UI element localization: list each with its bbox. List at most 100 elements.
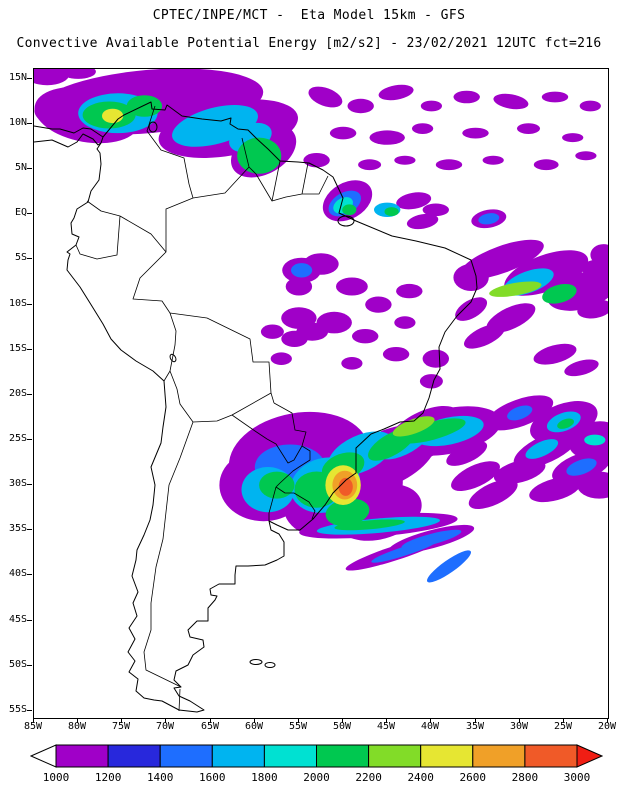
cape-region (126, 95, 163, 117)
cape-region (384, 207, 399, 217)
lat-tick-mark (27, 620, 32, 621)
cape-region (564, 359, 599, 377)
cape-region (34, 69, 70, 86)
cape-region (303, 253, 339, 275)
lat-tick-mark (27, 78, 32, 79)
cape-region (285, 277, 313, 296)
south-america-map (34, 69, 608, 713)
cape-region (455, 297, 488, 321)
lat-tick-label: 15S (8, 343, 27, 354)
colorbar-value-label: 1800 (251, 771, 278, 784)
lon-tick-label: 60W (244, 721, 264, 732)
lat-tick-mark (27, 213, 32, 214)
map-frame (33, 68, 609, 719)
cape-region (358, 159, 382, 171)
lon-tick-mark (77, 719, 78, 723)
lat-tick-mark (27, 123, 32, 124)
lon-tick-label: 25W (553, 721, 573, 732)
lon-tick-mark (342, 719, 343, 723)
colorbar-value-label: 2800 (511, 771, 539, 784)
lon-tick-label: 80W (67, 721, 87, 732)
cape-region (489, 281, 542, 297)
lat-tick-mark (27, 439, 32, 440)
lat-tick-mark (27, 574, 32, 575)
cape-region (378, 84, 414, 101)
cape-region (347, 98, 374, 114)
lat-tick-label: 30S (8, 478, 27, 489)
cape-region (392, 416, 435, 437)
cape-region (446, 441, 488, 466)
lat-tick-label: 10S (8, 298, 27, 309)
colorbar-segment (420, 744, 474, 768)
cape-region (533, 343, 577, 365)
cape-region (102, 108, 124, 124)
colorbar-segment (159, 744, 213, 768)
lat-tick-mark (27, 349, 32, 350)
cape-region (270, 352, 292, 366)
cape-region (260, 324, 284, 339)
cape-region (396, 192, 432, 210)
colorbar-segment (211, 744, 265, 768)
cape-region (468, 479, 518, 509)
cape-region (533, 159, 559, 171)
lat-tick-mark (27, 484, 32, 485)
lon-tick-label: 45W (376, 721, 396, 732)
colorbar-segment (368, 744, 422, 768)
colorbar-value-label: 1400 (146, 771, 174, 784)
colorbar-value-label: 2400 (407, 771, 434, 784)
lon-tick-mark (254, 719, 255, 723)
colorbar-below-arrow (30, 744, 57, 768)
cape-region (308, 86, 343, 108)
colorbar (30, 744, 603, 768)
lat-tick-label: EQ (14, 207, 27, 218)
cape-region (419, 374, 443, 389)
cape-region (566, 458, 597, 476)
coastline-layer (34, 101, 478, 713)
cape-region (371, 539, 439, 563)
cape-region (579, 100, 601, 112)
cape-region (394, 316, 416, 329)
falkland-island-west (249, 659, 263, 665)
colorbar-labels: 1000 1200 1400 1600 1800 2000 2200 2400 2600 2800… (30, 772, 603, 786)
cape-region (420, 100, 442, 112)
lon-tick-mark (519, 719, 520, 723)
cape-region (478, 213, 500, 225)
colorbar-segment (316, 744, 370, 768)
lon-tick-label: 40W (420, 721, 440, 732)
cape-region (412, 123, 434, 134)
lon-tick-mark (607, 719, 608, 723)
cape-region (581, 259, 608, 278)
cape-region (542, 283, 577, 304)
lat-tick-label: 55S (8, 704, 27, 715)
cape-region (396, 283, 423, 299)
lon-tick-label: 85W (23, 721, 43, 732)
cape-region (382, 347, 410, 362)
lon-tick-label: 35W (465, 721, 485, 732)
central-america-coastline (34, 125, 104, 148)
lon-tick-mark (298, 719, 299, 723)
lat-tick-mark (27, 529, 32, 530)
lon-tick-mark (210, 719, 211, 723)
colorbar-segment (263, 744, 317, 768)
colorbar-scale (30, 744, 603, 768)
cape-region (394, 155, 416, 165)
cape-region (525, 439, 559, 459)
marajo-island (337, 215, 355, 227)
lon-tick-label: 65W (200, 721, 220, 732)
lon-tick-mark (430, 719, 431, 723)
colorbar-value-label: 2600 (459, 771, 487, 784)
cape-region (291, 263, 313, 278)
lon-tick-label: 30W (509, 721, 529, 732)
lat-tick-mark (27, 304, 32, 305)
lat-tick-label: 5N (14, 162, 27, 173)
country-borders (75, 105, 329, 712)
cape-region (575, 151, 597, 161)
cape-region (541, 91, 569, 103)
lat-tick-mark (27, 258, 32, 259)
cape-region (435, 159, 463, 171)
lat-tick-mark (27, 394, 32, 395)
cape-region (325, 498, 370, 527)
colorbar-segment (107, 744, 161, 768)
lon-tick-label: 55W (288, 721, 308, 732)
